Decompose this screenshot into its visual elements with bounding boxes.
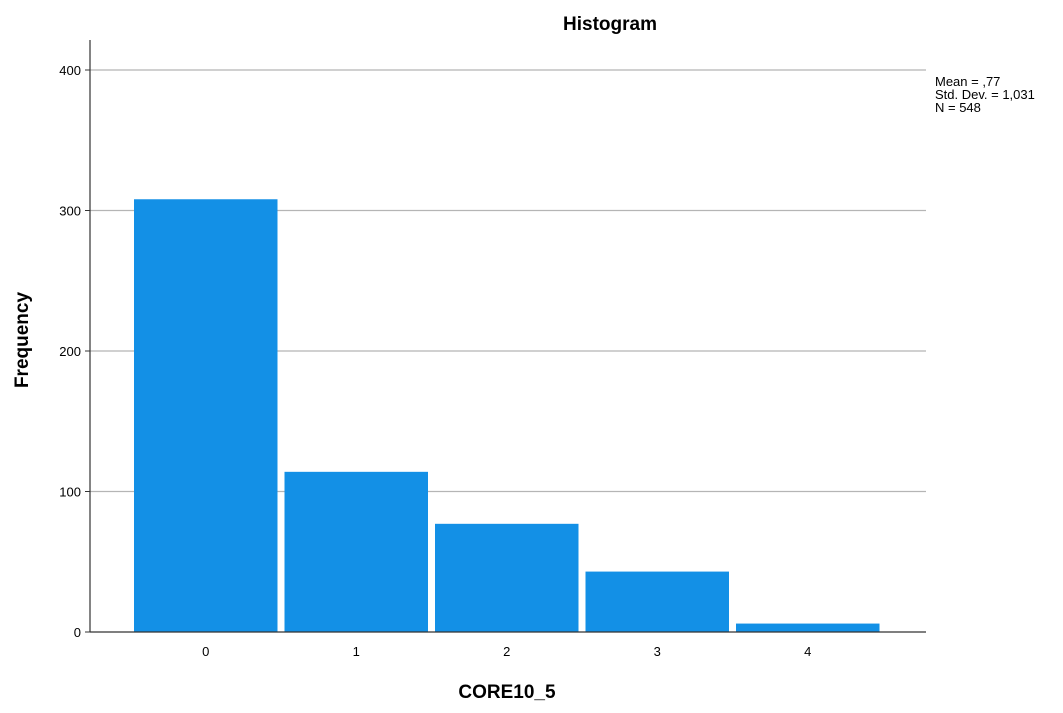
- stat-n: N = 548: [935, 100, 981, 115]
- y-tick-label: 0: [74, 625, 81, 640]
- stat-mean: Mean = ,77: [935, 74, 1000, 89]
- y-tick-label: 400: [59, 63, 81, 78]
- axis-layer: 0 100 200 300 400 0 1 2 3 4: [59, 40, 926, 659]
- x-tick-label: 3: [654, 644, 661, 659]
- y-tick-label: 300: [59, 204, 81, 219]
- histogram-bar: [134, 199, 278, 632]
- x-tick-label: 4: [804, 644, 811, 659]
- y-tick-label: 100: [59, 485, 81, 500]
- x-axis-title: CORE10_5: [458, 682, 556, 703]
- histogram-bar: [435, 523, 579, 632]
- y-tick-label: 200: [59, 344, 81, 359]
- chart-title: Histogram: [563, 14, 657, 35]
- stat-std-dev: Std. Dev. = 1,031: [935, 87, 1035, 102]
- bar-layer: [134, 199, 880, 632]
- x-tick-label: 0: [202, 644, 209, 659]
- histogram-bar: [585, 571, 729, 632]
- histogram-bar: [736, 623, 880, 632]
- histogram-bar: [284, 471, 428, 632]
- y-axis-title: Frequency: [12, 292, 33, 389]
- x-tick-label: 1: [353, 644, 360, 659]
- x-tick-label: 2: [503, 644, 510, 659]
